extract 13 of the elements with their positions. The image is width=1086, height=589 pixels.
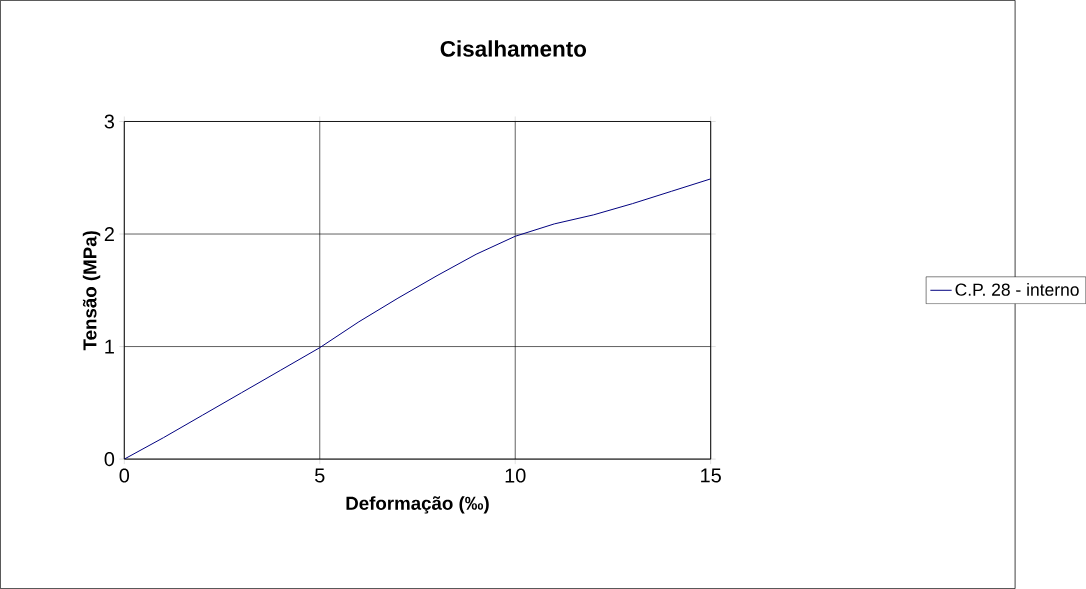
line-series [124,178,711,460]
y-tick-label: 0 [104,452,115,467]
y-tick-label: 2 [104,227,114,241]
y-tick-label: 3 [104,114,115,129]
x-axis-title: Deformação (‰) [346,496,489,514]
legend-label: C.P. 28 - interno [955,283,1079,296]
chart-title: Cisalhamento [440,40,587,57]
y-tick-label: 1 [105,339,114,354]
x-tick-label: 15 [701,468,721,483]
x-tick-label: 0 [119,468,130,483]
y-axis-title: Tensão (MPa) [82,231,101,351]
x-tick-label: 5 [315,468,325,483]
x-tick-label: 10 [505,468,526,483]
